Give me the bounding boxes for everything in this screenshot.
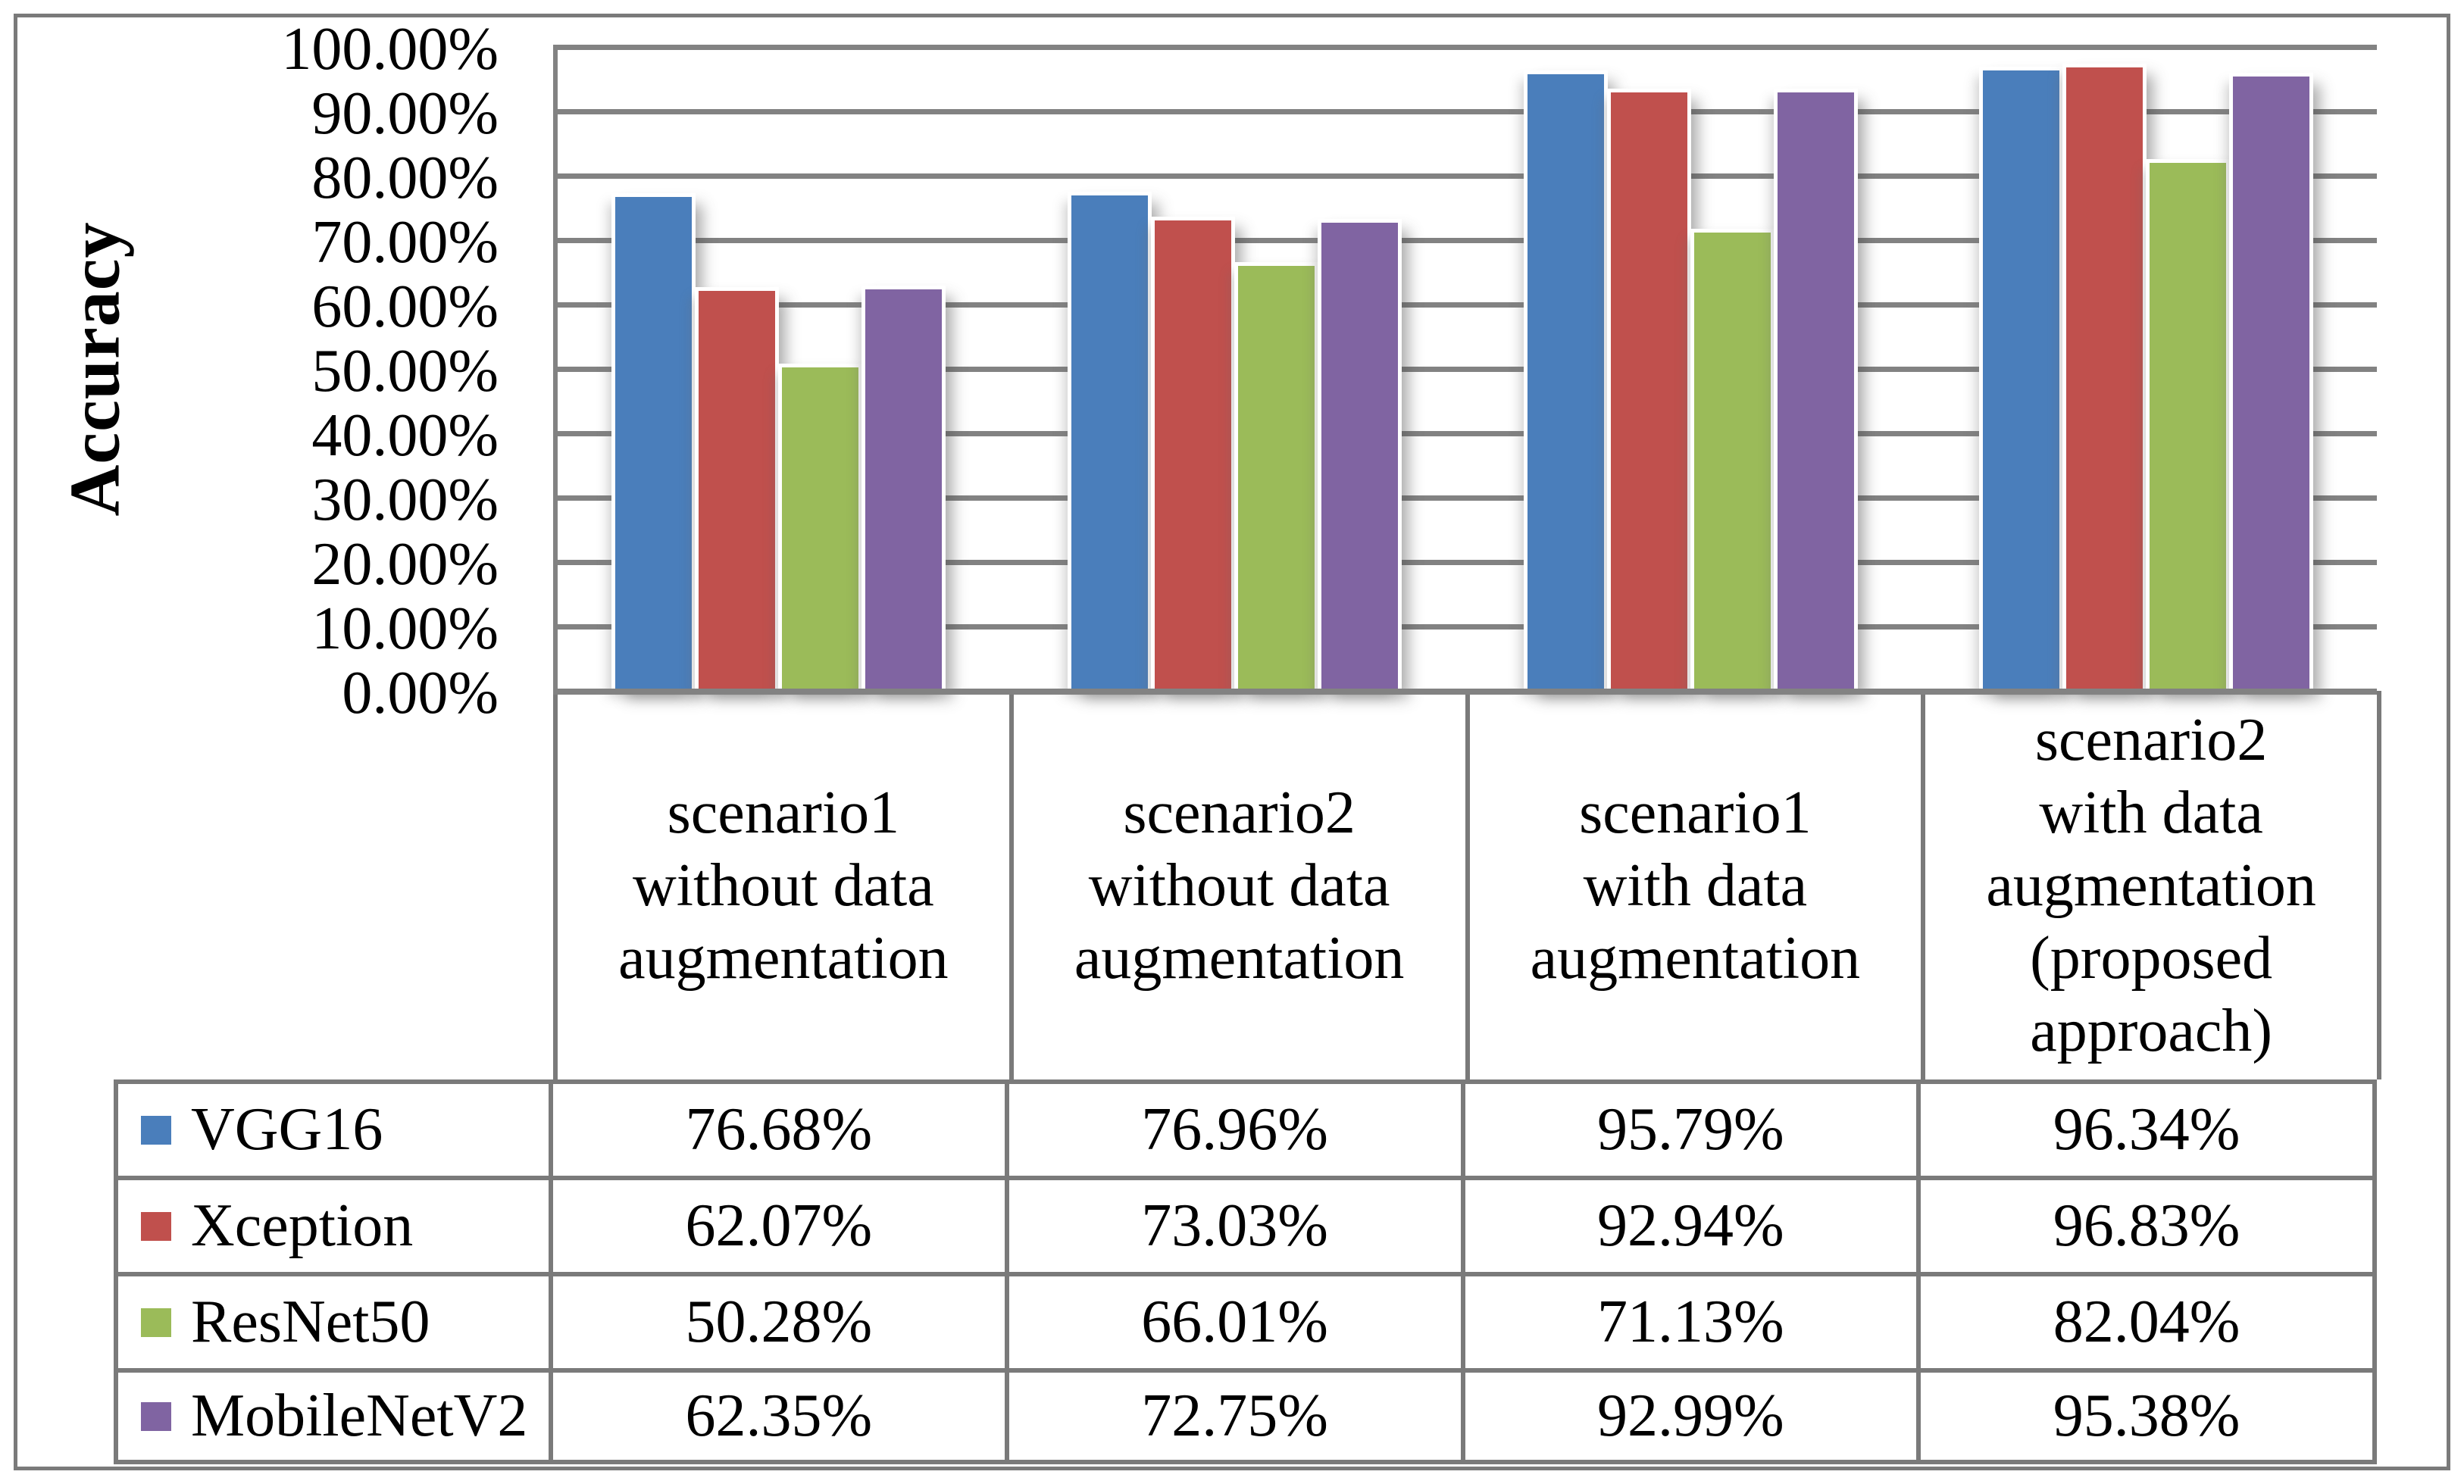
legend-swatch (141, 1115, 171, 1145)
grid-line (553, 302, 2377, 308)
category-header-line: augmentation (1986, 851, 2316, 919)
category-header-line: scenario1 (667, 779, 900, 846)
category-header-line: scenario2 (1123, 779, 1356, 846)
category-header-line: with data (2039, 779, 2263, 846)
y-axis-tick-label: 40.00% (311, 402, 499, 469)
category-header-line: augmentation (1074, 924, 1405, 992)
bar (778, 364, 862, 695)
bar (1774, 89, 1858, 695)
y-axis-tick-label: 30.00% (311, 467, 499, 533)
value-cell: 95.38% (1921, 1373, 2377, 1460)
grid-line (553, 624, 2377, 630)
bar (2146, 159, 2230, 695)
value-cell: 96.34% (1921, 1084, 2377, 1176)
value-cell: 66.01% (1009, 1276, 1465, 1368)
grid-line (553, 495, 2377, 501)
value-cell: 82.04% (1921, 1276, 2377, 1368)
value-cell: 71.13% (1465, 1276, 1921, 1368)
category-header-line: approach) (2030, 997, 2273, 1064)
legend-swatch (141, 1211, 171, 1241)
series-name: VGG16 (191, 1096, 383, 1163)
category-header-line: augmentation (618, 924, 949, 992)
value-cell: 76.96% (1009, 1084, 1465, 1176)
grid-line (553, 367, 2377, 372)
data-table: scenario1 without data augmentation scenari… (114, 691, 2381, 1464)
category-header-line: with data (1583, 851, 1808, 919)
bar (1690, 229, 1775, 695)
grid-line (553, 560, 2377, 565)
category-header-cell: scenario1 with data augmentation (1470, 691, 1926, 1079)
category-header-line: (proposed (2030, 924, 2273, 992)
category-header-cell: scenario2 with data augmentation (proposed a… (1925, 691, 2381, 1079)
value-cell: 72.75% (1009, 1373, 1465, 1460)
grid-line (553, 109, 2377, 114)
bar (861, 286, 946, 695)
category-header-cell: scenario2 without data augmentation (1014, 691, 1470, 1079)
y-axis-tick-label: 10.00% (311, 595, 499, 662)
y-axis-tick-label: 0.00% (342, 660, 499, 726)
table-row: MobileNetV2 62.35% 72.75% 92.99% 95.38% (114, 1368, 2377, 1464)
category-header-row: scenario1 without data augmentation scenari… (553, 691, 2381, 1079)
legend-swatch (141, 1307, 171, 1337)
category-header-line: scenario2 (2034, 706, 2268, 773)
grid-line (553, 431, 2377, 436)
bar (1234, 262, 1318, 695)
bar (611, 193, 696, 695)
plot-area (553, 45, 2377, 695)
grid-line (553, 45, 2377, 50)
bar (1068, 192, 1152, 695)
y-axis-tick-label: 80.00% (311, 145, 499, 211)
bar (2229, 73, 2313, 695)
bar (2062, 64, 2147, 695)
value-cell: 62.07% (553, 1180, 1009, 1272)
value-cell: 50.28% (553, 1276, 1009, 1368)
figure-border (14, 14, 2450, 1470)
y-axis-tick-label: 60.00% (311, 273, 499, 340)
y-axis-line (553, 45, 558, 694)
bar (1607, 89, 1691, 695)
table-row: VGG16 76.68% 76.96% 95.79% 96.34% (114, 1079, 2377, 1176)
y-axis-tick-label: 20.00% (311, 531, 499, 598)
legend-cell: Xception (118, 1180, 553, 1272)
series-rows: VGG16 76.68% 76.96% 95.79% 96.34% Xception 62.… (114, 1079, 2377, 1464)
bar (1151, 217, 1235, 695)
category-header-line: scenario1 (1579, 779, 1812, 846)
legend-cell: ResNet50 (118, 1276, 553, 1368)
value-cell: 96.83% (1921, 1180, 2377, 1272)
value-cell: 62.35% (553, 1373, 1009, 1460)
bar (695, 287, 779, 695)
category-header-cell: scenario1 without data augmentation (558, 691, 1014, 1079)
table-row: ResNet50 50.28% 66.01% 71.13% 82.04% (114, 1272, 2377, 1368)
series-name: MobileNetV2 (191, 1382, 528, 1449)
category-header-line: without data (633, 851, 934, 919)
grid-line (553, 238, 2377, 243)
category-header-line: augmentation (1530, 924, 1861, 992)
category-header-line: without data (1088, 851, 1390, 919)
grid-line (553, 689, 2377, 695)
legend-swatch (141, 1401, 171, 1431)
y-axis-tick-label: 100.00% (281, 16, 499, 83)
y-axis-tick-label: 50.00% (311, 338, 499, 405)
legend-cell: MobileNetV2 (118, 1373, 553, 1460)
bar (1524, 70, 1608, 695)
table-row: Xception 62.07% 73.03% 92.94% 96.83% (114, 1176, 2377, 1272)
value-cell: 73.03% (1009, 1180, 1465, 1272)
series-name: Xception (191, 1192, 414, 1259)
y-axis-tick-label: 70.00% (311, 209, 499, 276)
value-cell: 76.68% (553, 1084, 1009, 1176)
grid-line (553, 173, 2377, 179)
value-cell: 95.79% (1465, 1084, 1921, 1176)
legend-cell: VGG16 (118, 1084, 553, 1176)
bar (1318, 219, 1402, 695)
value-cell: 92.94% (1465, 1180, 1921, 1272)
y-axis-tick-label: 90.00% (311, 80, 499, 147)
value-cell: 92.99% (1465, 1373, 1921, 1460)
bar (1979, 67, 2063, 695)
series-name: ResNet50 (191, 1289, 430, 1355)
